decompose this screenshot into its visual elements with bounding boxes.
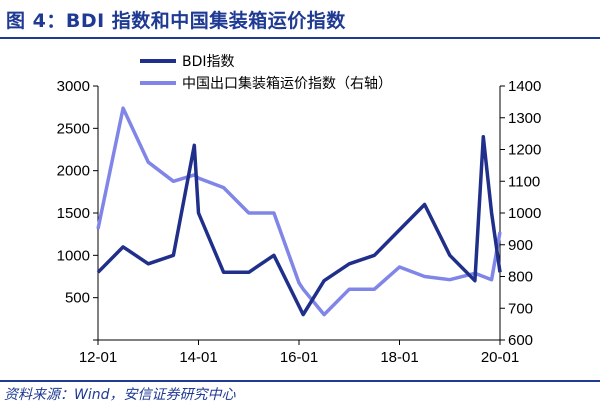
y-right-tick-label: 900 bbox=[508, 237, 533, 254]
x-tick-label: 18-01 bbox=[380, 349, 418, 366]
y-right-tick-label: 800 bbox=[508, 269, 533, 286]
source-note: 资料来源：Wind，安信证券研究中心 bbox=[4, 387, 236, 403]
x-tick-label: 14-01 bbox=[179, 349, 217, 366]
legend-label-bdi: BDI指数 bbox=[182, 54, 235, 70]
y-right-tick-label: 1400 bbox=[508, 78, 541, 95]
x-tick-label: 20-01 bbox=[481, 349, 519, 366]
y-left-tick-label: 500 bbox=[65, 290, 90, 307]
y-left-tick-label: 2000 bbox=[57, 163, 90, 180]
y-left-tick-label: 2500 bbox=[57, 120, 90, 137]
y-left-tick-label: 1500 bbox=[57, 205, 90, 222]
page-title: 图 4：BDI 指数和中国集装箱运价指数 bbox=[6, 10, 346, 32]
x-tick-label: 16-01 bbox=[280, 349, 318, 366]
x-tick-label: 12-01 bbox=[79, 349, 117, 366]
y-right-tick-label: 1200 bbox=[508, 142, 541, 159]
y-right-tick-label: 700 bbox=[508, 300, 533, 317]
series-line-bdi bbox=[96, 135, 502, 317]
header-divider bbox=[0, 37, 600, 39]
y-right-tick-label: 600 bbox=[508, 332, 533, 349]
legend-label-ccfi: 中国出口集装箱运价指数（右轴） bbox=[182, 75, 392, 92]
footer-divider bbox=[0, 380, 600, 382]
y-right-tick-label: 1100 bbox=[508, 173, 540, 190]
y-left-tick-label: 1000 bbox=[57, 247, 90, 264]
legend: BDI指数 中国出口集装箱运价指数（右轴） bbox=[140, 54, 392, 92]
series-line-ccfi bbox=[96, 106, 502, 317]
y-left-tick-label: 3000 bbox=[57, 78, 90, 95]
y-right-tick-label: 1300 bbox=[508, 110, 541, 127]
series-layer bbox=[96, 106, 502, 317]
y-right-tick-label: 1000 bbox=[508, 205, 541, 222]
axes: 500 1000 1500 2000 2500 3000 600 700 800 900 1000 1… bbox=[57, 78, 542, 366]
